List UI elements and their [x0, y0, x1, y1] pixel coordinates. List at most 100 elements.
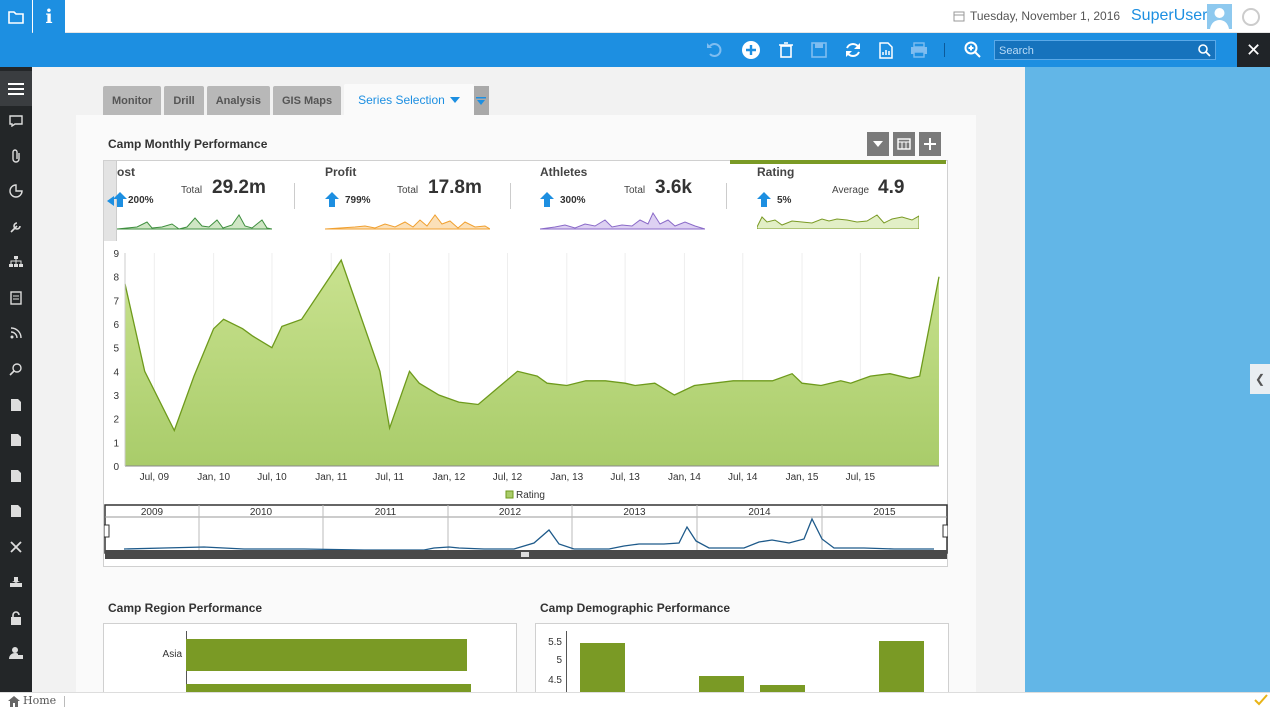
- kpi-rating[interactable]: Rating 5% Average 4.9: [757, 160, 937, 240]
- y-tick-label: 9: [113, 249, 119, 260]
- close-icon[interactable]: [0, 529, 32, 564]
- x-tick-label: Jul, 15: [846, 472, 876, 483]
- arrow-up-icon: [757, 192, 771, 207]
- kpi-cost[interactable]: ost 200% Total 29.2m: [113, 160, 292, 240]
- kpi-change: 799%: [345, 195, 371, 206]
- kpi-profit[interactable]: Profit 799% Total 17.8m: [325, 160, 500, 240]
- kpi-selected-indicator: [730, 160, 946, 164]
- chart-icon[interactable]: [0, 173, 32, 208]
- kpi-sparkline: [117, 214, 272, 230]
- inbox-icon[interactable]: [0, 564, 32, 599]
- tab-menu-button[interactable]: [473, 86, 489, 115]
- power-icon[interactable]: [1242, 8, 1260, 26]
- user-lock-icon[interactable]: [0, 635, 32, 670]
- home-icon[interactable]: [8, 696, 20, 707]
- save-icon[interactable]: [809, 40, 829, 60]
- avatar[interactable]: [1207, 4, 1232, 29]
- region-chart: Asia: [103, 623, 517, 693]
- demographic-bar[interactable]: [760, 685, 805, 693]
- chevron-left-icon[interactable]: ❮: [1250, 364, 1270, 394]
- kpi-divider: [294, 183, 295, 209]
- navigator-year-label: 2010: [250, 507, 273, 518]
- delete-icon[interactable]: [776, 40, 796, 60]
- kpi-name: ost: [117, 165, 135, 179]
- kpi-agg-label: Total: [397, 185, 419, 196]
- kpi-value: 17.8m: [428, 177, 482, 198]
- menu-icon[interactable]: [0, 71, 32, 106]
- kpi-divider: [726, 183, 727, 209]
- region-bar[interactable]: [186, 684, 471, 693]
- file-icon[interactable]: [0, 458, 32, 493]
- chat-icon[interactable]: [0, 103, 32, 138]
- demographic-tick: 5.5: [548, 637, 562, 648]
- navigator-right-handle[interactable]: [942, 524, 948, 538]
- folder-icon[interactable]: [0, 0, 32, 33]
- kpi-name: Rating: [757, 165, 795, 179]
- add-chart-button[interactable]: [919, 132, 941, 156]
- tab-drill[interactable]: Drill: [164, 86, 204, 115]
- rss-icon[interactable]: [0, 315, 32, 350]
- y-tick-label: 6: [113, 320, 119, 331]
- demographic-axis: [566, 631, 567, 693]
- print-icon[interactable]: [909, 40, 929, 60]
- search-input[interactable]: [995, 42, 1195, 60]
- zoom-icon[interactable]: [963, 40, 983, 60]
- x-tick-label: Jan, 14: [668, 472, 701, 483]
- tab-gis-maps[interactable]: GIS Maps: [272, 86, 342, 115]
- navigator-year-label: 2013: [623, 507, 646, 518]
- tab-menu-icon: [476, 96, 487, 105]
- sidebar: [0, 67, 32, 692]
- navigator-left-handle[interactable]: [104, 524, 110, 538]
- x-tick-label: Jan, 12: [432, 472, 465, 483]
- time-navigator[interactable]: 2009 2010 2011 2012 2013 2014 2015: [104, 504, 948, 562]
- close-icon[interactable]: ✕: [1237, 33, 1270, 67]
- table-view-button[interactable]: [893, 132, 915, 156]
- user-name[interactable]: SuperUser: [1131, 7, 1208, 24]
- arrow-up-icon: [540, 192, 554, 207]
- chart-dropdown-button[interactable]: [867, 132, 889, 156]
- demographic-bar[interactable]: [580, 643, 625, 693]
- export-icon[interactable]: [876, 40, 896, 60]
- y-tick-label: 2: [113, 415, 119, 426]
- file-icon[interactable]: [0, 493, 32, 528]
- top-bar: i Tuesday, November 1, 2016 SuperUser: [0, 0, 1270, 33]
- navigator-year-label: 2011: [375, 507, 397, 518]
- tools-icon[interactable]: [0, 209, 32, 244]
- home-link[interactable]: Home: [23, 694, 57, 707]
- y-tick-label: 7: [113, 296, 119, 307]
- add-icon[interactable]: [741, 40, 761, 60]
- region-bar[interactable]: [186, 639, 467, 671]
- kpi-agg-label: Total: [181, 185, 203, 196]
- kpi-agg-label: Average: [832, 185, 870, 196]
- demographic-chart: 5.5 5 4.5: [535, 623, 949, 693]
- attachment-icon[interactable]: [0, 138, 32, 173]
- navigator-year-label: 2012: [499, 507, 522, 518]
- calendar-icon: [953, 11, 965, 22]
- navigator-year-label: 2015: [873, 507, 896, 518]
- tab-monitor[interactable]: Monitor: [103, 86, 162, 115]
- demographic-bar[interactable]: [879, 641, 924, 693]
- document-icon[interactable]: [0, 280, 32, 315]
- demographic-tick: 5: [556, 655, 562, 666]
- tab-analysis[interactable]: Analysis: [206, 86, 270, 115]
- search-icon[interactable]: [1197, 43, 1213, 57]
- file-icon[interactable]: [0, 387, 32, 422]
- hierarchy-icon[interactable]: [0, 244, 32, 279]
- info-button[interactable]: i: [33, 0, 65, 33]
- refresh-icon[interactable]: [843, 40, 863, 60]
- kpi-athletes[interactable]: Athletes 300% Total 3.6k: [540, 160, 715, 240]
- file-icon[interactable]: [0, 422, 32, 457]
- x-tick-label: Jan, 15: [786, 472, 819, 483]
- undo-icon[interactable]: [705, 40, 725, 60]
- arrow-up-icon: [325, 192, 339, 207]
- plus-icon: [924, 138, 936, 150]
- search-icon[interactable]: [0, 351, 32, 386]
- demographic-bar[interactable]: [699, 676, 744, 693]
- status-divider: [64, 696, 65, 707]
- navigator-year-label: 2014: [748, 507, 771, 518]
- kpi-scroll-left[interactable]: [104, 161, 117, 241]
- tab-series-selection[interactable]: Series Selection: [344, 84, 474, 115]
- y-tick-label: 4: [113, 367, 119, 378]
- chevron-left-icon: [107, 196, 114, 206]
- lock-icon[interactable]: [0, 600, 32, 635]
